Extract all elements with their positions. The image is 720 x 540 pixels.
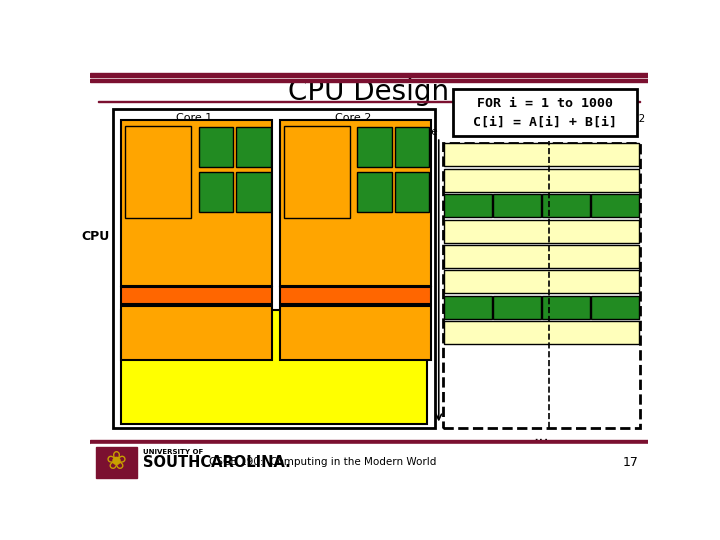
Text: ALU: ALU (402, 143, 422, 152)
Text: Copy part of A onto CPU: Copy part of A onto CPU (478, 252, 605, 261)
Bar (98, 100, 640, 102)
Text: ❀: ❀ (106, 450, 127, 474)
Bar (444, 296, 492, 319)
Bar (444, 220, 639, 242)
Text: Thread 2: Thread 2 (599, 114, 646, 124)
Text: ALU: ALU (243, 143, 263, 152)
Bar (113, 109, 435, 428)
Bar (90, 444, 648, 481)
Text: ALU: ALU (243, 187, 263, 197)
Text: CSCE 190:  Computing in the Modern World: CSCE 190: Computing in the Modern World (209, 457, 436, 467)
Bar (121, 310, 427, 423)
Bar (542, 296, 590, 319)
Text: Thread 1: Thread 1 (453, 114, 499, 124)
Bar (493, 194, 541, 217)
Bar (591, 296, 639, 319)
Text: ALU: ALU (206, 187, 226, 197)
Text: CPU Design: CPU Design (289, 78, 449, 106)
Bar (542, 194, 590, 217)
Text: ...: ... (534, 427, 549, 445)
Bar (443, 143, 640, 428)
Bar (125, 126, 191, 218)
Text: FOR i = 1 to 1000
C[i] = A[i] + B[i]: FOR i = 1 to 1000 C[i] = A[i] + B[i] (473, 97, 617, 129)
Bar (357, 172, 392, 212)
Text: L1 cache: L1 cache (127, 291, 174, 301)
Bar (444, 143, 639, 166)
Bar (121, 306, 272, 360)
Text: SOUTHCAROLINA.: SOUTHCAROLINA. (143, 455, 290, 470)
Bar (90, 440, 648, 444)
Text: ALU: ALU (402, 187, 422, 197)
Text: L2 cache: L2 cache (286, 314, 333, 323)
Bar (444, 271, 639, 294)
Text: ADD: ADD (455, 201, 480, 211)
Text: L1 cache: L1 cache (286, 291, 333, 301)
Text: ALU: ALU (206, 143, 226, 152)
Bar (90, 79, 648, 82)
Text: ADD: ADD (554, 302, 579, 312)
Text: Control: Control (299, 167, 334, 177)
Bar (493, 296, 541, 319)
Text: Core 1: Core 1 (176, 113, 212, 123)
Text: Copy part of C into Mem: Copy part of C into Mem (478, 328, 605, 338)
Text: L2 cache: L2 cache (127, 314, 174, 323)
Bar (284, 126, 350, 218)
Bar (235, 127, 271, 167)
Text: ADD: ADD (504, 302, 529, 312)
Bar (121, 120, 272, 286)
Text: ADD: ADD (504, 201, 529, 211)
Bar (199, 172, 233, 212)
Text: Core 2: Core 2 (336, 113, 372, 123)
Text: Copy part of B onto CPU: Copy part of B onto CPU (478, 176, 605, 185)
Text: time: time (415, 127, 438, 137)
Text: Control: Control (140, 167, 176, 177)
Text: Copy part of C into Mem: Copy part of C into Mem (478, 226, 605, 236)
Bar (280, 306, 431, 360)
Text: Copy part of A onto CPU: Copy part of A onto CPU (478, 150, 605, 160)
Bar (453, 90, 637, 136)
Bar (280, 120, 431, 286)
Text: ADD: ADD (603, 201, 628, 211)
Bar (90, 72, 648, 77)
Bar (444, 245, 639, 268)
Bar (96, 447, 137, 477)
Bar (444, 194, 492, 217)
Text: ALU: ALU (365, 143, 384, 152)
Bar (591, 194, 639, 217)
Text: Copy part of B onto CPU: Copy part of B onto CPU (478, 277, 605, 287)
Text: UNIVERSITY OF: UNIVERSITY OF (143, 449, 203, 455)
Bar (90, 446, 648, 448)
Bar (444, 321, 639, 345)
Bar (199, 127, 233, 167)
Text: CPU: CPU (81, 230, 109, 243)
Bar (235, 172, 271, 212)
Text: ADD: ADD (554, 201, 579, 211)
Text: 17: 17 (623, 456, 639, 469)
Text: ALU: ALU (365, 187, 384, 197)
Bar (444, 168, 639, 192)
Text: ADD: ADD (603, 302, 628, 312)
Bar (395, 172, 429, 212)
Bar (357, 127, 392, 167)
Bar (121, 287, 272, 304)
Text: L3 cache: L3 cache (130, 316, 183, 329)
Bar (280, 287, 431, 304)
Text: ADD: ADD (455, 302, 480, 312)
Bar (395, 127, 429, 167)
